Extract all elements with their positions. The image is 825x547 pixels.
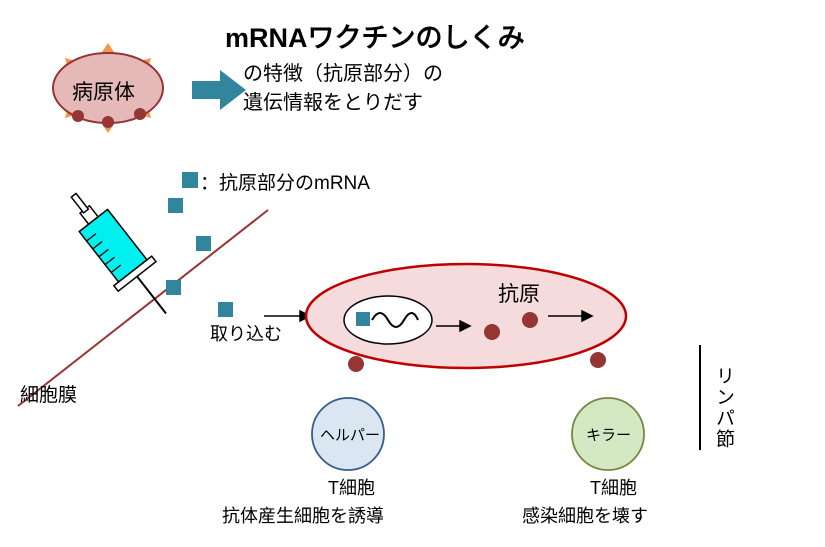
cell-antigen-label: 抗原 bbox=[498, 278, 540, 308]
lymph-label: リンパ節 bbox=[710, 366, 737, 450]
pathogen-desc: の特徴（抗原部分）の 遺伝情報をとりだす bbox=[243, 60, 443, 118]
killer-label: キラー bbox=[586, 424, 631, 445]
killer-sub: T細胞 bbox=[590, 474, 637, 500]
membrane-label: 細胞膜 bbox=[20, 380, 77, 407]
title: mRNAワクチンのしくみ bbox=[225, 16, 525, 55]
helper-desc: 抗体産生細胞を誘導 bbox=[222, 502, 384, 528]
killer-desc: 感染細胞を壊す bbox=[522, 502, 648, 528]
take-in-label: 取り込む bbox=[210, 320, 282, 346]
arrow-right-icon bbox=[192, 70, 246, 110]
syringe-icon bbox=[55, 180, 185, 328]
helper-label: ヘルパー bbox=[320, 424, 380, 445]
mrna-legend-label: ：抗原部分のmRNA bbox=[200, 168, 370, 195]
pathogen-label: 病原体 bbox=[72, 76, 135, 106]
mrna-legend-icon bbox=[182, 172, 198, 188]
helper-sub: T細胞 bbox=[328, 474, 375, 500]
